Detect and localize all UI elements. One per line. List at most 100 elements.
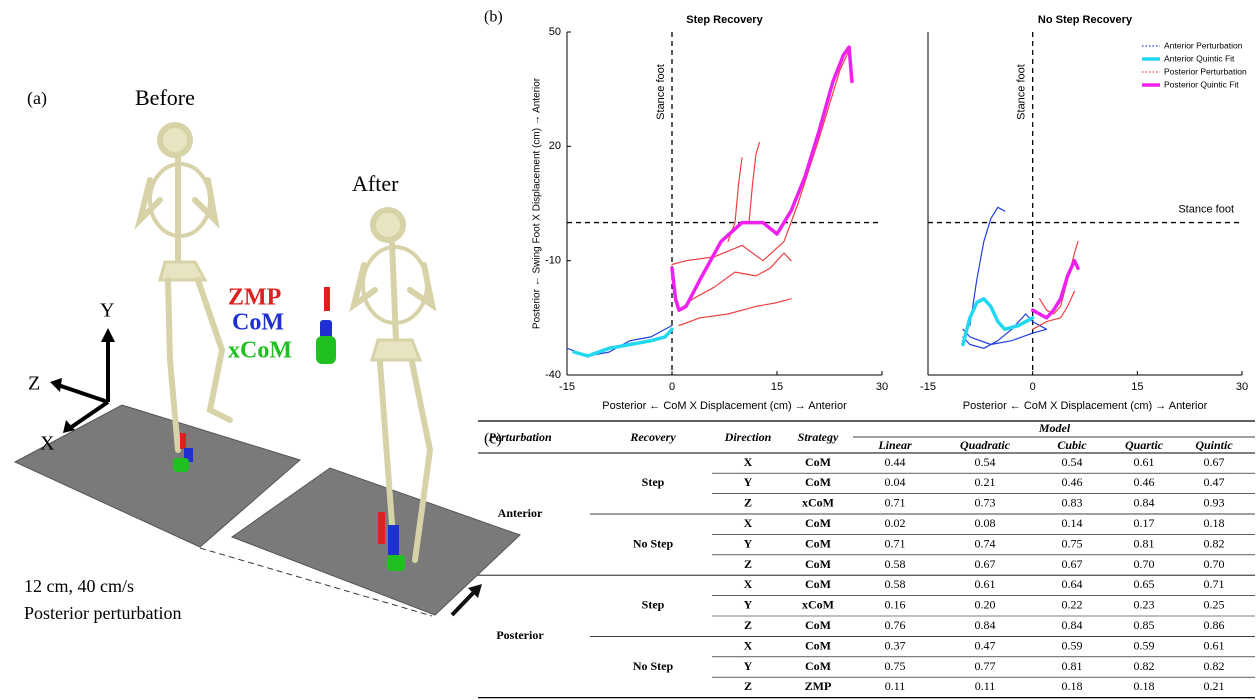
cell: 0.17	[1134, 516, 1155, 530]
cell: 0.46	[1062, 475, 1083, 489]
cell: CoM	[805, 659, 831, 673]
xcom-icon	[316, 336, 336, 364]
cell: 0.86	[1204, 618, 1225, 632]
cell: 0.82	[1204, 659, 1225, 673]
cell: 0.76	[885, 618, 906, 632]
cell: 0.44	[885, 455, 906, 469]
data-line	[1033, 242, 1078, 330]
zmp-marker	[180, 433, 186, 449]
axis-label: X	[40, 433, 55, 455]
cell: 0.82	[1204, 536, 1225, 550]
cell: 0.21	[1204, 679, 1225, 693]
chart-title: Step Recovery	[686, 14, 763, 26]
x-axis-label: Posterior ← CoM X Displacement (cm) → An…	[963, 400, 1208, 412]
cell: 0.61	[975, 577, 996, 591]
cell: 0.84	[1134, 496, 1155, 510]
legend-label: Posterior Perturbation	[1164, 66, 1247, 76]
cell: Z	[744, 618, 752, 632]
data-line	[672, 47, 852, 310]
cell: CoM	[805, 618, 831, 632]
cell: xCoM	[802, 496, 834, 510]
x-tick-label: 0	[669, 381, 675, 393]
data-line	[1033, 261, 1078, 318]
cell: X	[744, 638, 753, 652]
cell: CoM	[805, 557, 831, 571]
column-header: Recovery	[629, 430, 676, 444]
column-header: Perturbation	[488, 430, 552, 444]
cell: 0.65	[1134, 577, 1155, 591]
cell: 0.47	[1204, 475, 1225, 489]
cell: 0.18	[1134, 679, 1155, 693]
legend-label: Posterior Quintic Fit	[1164, 79, 1239, 89]
x-tick-label: 15	[1131, 381, 1143, 393]
legend-label: ZMP	[228, 285, 281, 311]
y-tick-label: -10	[545, 255, 561, 267]
cell: 0.70	[1204, 557, 1225, 571]
x-tick-label: 0	[1030, 381, 1036, 393]
cell: 0.81	[1134, 536, 1155, 550]
cell: 0.85	[1134, 618, 1155, 632]
cell: 0.83	[1062, 496, 1083, 510]
arrow-head	[50, 378, 62, 392]
cell: 0.71	[885, 536, 906, 550]
x-tick-label: -15	[920, 381, 936, 393]
cell: 0.67	[1204, 455, 1225, 469]
cell: 0.18	[1062, 679, 1083, 693]
row-group: Step	[642, 598, 665, 612]
cell: CoM	[805, 475, 831, 489]
cell: X	[744, 455, 753, 469]
caption: Posterior perturbation	[24, 603, 181, 623]
cell: 0.59	[1062, 638, 1083, 652]
cell: 0.11	[885, 679, 906, 693]
axis-label: Y	[100, 300, 114, 322]
cell: 0.77	[975, 659, 996, 673]
cell: 0.58	[885, 577, 906, 591]
cell: Z	[744, 557, 752, 571]
cell: 0.84	[975, 618, 996, 632]
cell: 0.71	[885, 496, 906, 510]
cell: X	[744, 516, 753, 530]
cell: 0.59	[1134, 638, 1155, 652]
zmp-marker	[378, 512, 385, 544]
x-tick-label: 30	[1236, 381, 1248, 393]
annotation: Stance foot	[1178, 203, 1234, 215]
column-header: Quintic	[1195, 438, 1233, 452]
cell: 0.14	[1062, 516, 1083, 530]
label: Before	[135, 85, 195, 110]
cell: 0.37	[885, 638, 906, 652]
cell: 0.67	[975, 557, 996, 571]
cell: 0.18	[1204, 516, 1225, 530]
row-group: Anterior	[498, 506, 543, 520]
column-header: Strategy	[798, 430, 839, 444]
x-tick-label: 30	[876, 381, 888, 393]
cell: 0.61	[1134, 455, 1155, 469]
cell: 0.75	[885, 659, 906, 673]
cell: 0.93	[1204, 496, 1225, 510]
cell: Y	[744, 536, 753, 550]
row-group: No Step	[633, 659, 674, 673]
cell: Y	[744, 475, 753, 489]
column-header: Cubic	[1057, 438, 1087, 452]
cell: 0.67	[1062, 557, 1083, 571]
cell: 0.73	[975, 496, 996, 510]
cell: 0.82	[1134, 659, 1155, 673]
com-marker	[388, 525, 399, 555]
cell: 0.08	[975, 516, 996, 530]
chart-title: No Step Recovery	[1038, 14, 1133, 26]
cell: 0.84	[1062, 618, 1083, 632]
cell: 0.61	[1204, 638, 1225, 652]
cell: 0.58	[885, 557, 906, 571]
column-header: Quadratic	[960, 438, 1011, 452]
cell: CoM	[805, 638, 831, 652]
cell: 0.54	[1062, 455, 1083, 469]
legend-label: xCoM	[228, 338, 292, 364]
cell: 0.71	[1204, 577, 1225, 591]
cell: 0.22	[1062, 598, 1083, 612]
cell: 0.70	[1134, 557, 1155, 571]
cell: 0.23	[1134, 598, 1155, 612]
column-header: Model	[1038, 421, 1071, 435]
cell: CoM	[805, 516, 831, 530]
cell: CoM	[805, 577, 831, 591]
panel-label: (a)	[27, 88, 47, 109]
y-tick-label: -40	[545, 369, 561, 381]
